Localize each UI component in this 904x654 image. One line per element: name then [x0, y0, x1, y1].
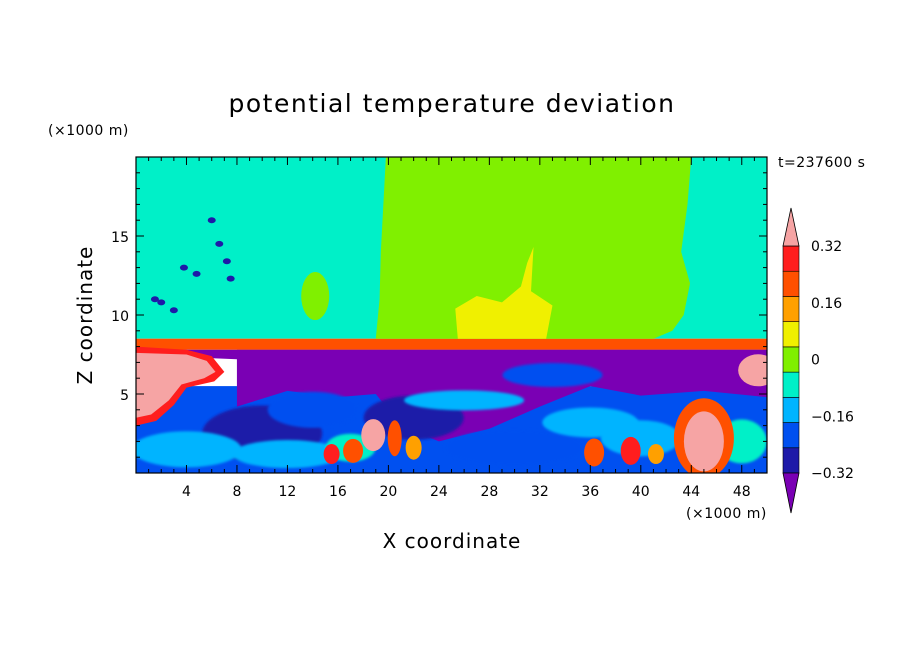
x-axis-label: X coordinate [383, 529, 522, 553]
x-tick-label: 36 [581, 484, 599, 500]
field-warm-filament [584, 438, 605, 467]
x-tick-label: 4 [182, 484, 191, 500]
field-speck [150, 296, 159, 303]
y-tick-label: 15 [111, 230, 129, 246]
colorbar-segment [782, 346, 800, 373]
x-units-label: (×1000 m) [686, 506, 767, 522]
colorbar-tick-label: 0 [811, 353, 820, 369]
colorbar-segment [782, 447, 800, 474]
y-tick-label: 10 [111, 309, 129, 325]
x-tick-label: 48 [733, 484, 751, 500]
y-axis-label: Z coordinate [73, 246, 97, 385]
field-warm-filament [343, 438, 364, 463]
x-tick-label: 8 [232, 484, 241, 500]
x-tick-label: 28 [480, 484, 498, 500]
time-label: t=237600 s [778, 155, 865, 171]
field-warm-pool-west [136, 352, 216, 418]
chart-title: potential temperature deviation [229, 89, 676, 118]
field-bl-blob [404, 390, 525, 411]
field-warm-filament [620, 436, 641, 465]
colorbar-segment [782, 371, 800, 398]
field-speck [192, 270, 201, 277]
colorbar-segment [782, 397, 800, 423]
field-bl-blob [136, 431, 242, 468]
field-bl-blob [502, 363, 603, 388]
x-tick-label: 20 [379, 484, 397, 500]
field-speck [222, 258, 231, 265]
field-speck [157, 299, 166, 306]
colorbar-min-arrow [782, 472, 800, 514]
field-warm-pool-east [683, 411, 724, 472]
field-speck [169, 307, 178, 314]
field-bl-blob [444, 429, 585, 466]
field-warm-filament [405, 435, 422, 460]
x-tick-label: 32 [531, 484, 549, 500]
x-tick-label: 44 [682, 484, 700, 500]
x-tick-label: 12 [279, 484, 297, 500]
colorbar-max-arrow [782, 207, 800, 247]
colorbar-segment [782, 245, 800, 272]
field-bl-blob [267, 391, 358, 428]
y-units-label: (×1000 m) [48, 123, 129, 139]
field-warm-pool-edge-east [738, 354, 767, 387]
field-warm-filament [361, 419, 386, 452]
field-speck [207, 217, 216, 224]
colorbar: 0.32 0.16 0 −0.16 −0.32 [782, 207, 854, 514]
field-tropopause-band [136, 338, 767, 350]
field-side-plume [301, 272, 330, 321]
field-bl-blob [232, 440, 343, 469]
colorbar-tick-label: −0.16 [811, 409, 854, 425]
field-speck [226, 275, 235, 282]
y-tick-label: 5 [120, 388, 129, 404]
field-speck [179, 264, 188, 271]
field-warm-filament [387, 420, 402, 457]
colorbar-segment [782, 422, 800, 449]
colorbar-segment [782, 321, 800, 348]
x-tick-label: 16 [329, 484, 347, 500]
field-plume-core [455, 247, 553, 339]
colorbar-tick-label: 0.32 [811, 239, 842, 255]
temperature-field [136, 157, 767, 473]
x-tick-label: 40 [632, 484, 650, 500]
colorbar-segment [782, 296, 800, 322]
field-bl-blob [600, 420, 681, 457]
field-central-plume [375, 157, 692, 339]
x-tick-label: 24 [430, 484, 448, 500]
colorbar-tick-label: −0.32 [811, 466, 854, 482]
field-warm-filament [647, 444, 664, 465]
field-warm-filament [323, 444, 340, 465]
colorbar-segment [782, 270, 800, 297]
colorbar-tick-label: 0.16 [811, 296, 842, 312]
field-speck [215, 240, 224, 247]
